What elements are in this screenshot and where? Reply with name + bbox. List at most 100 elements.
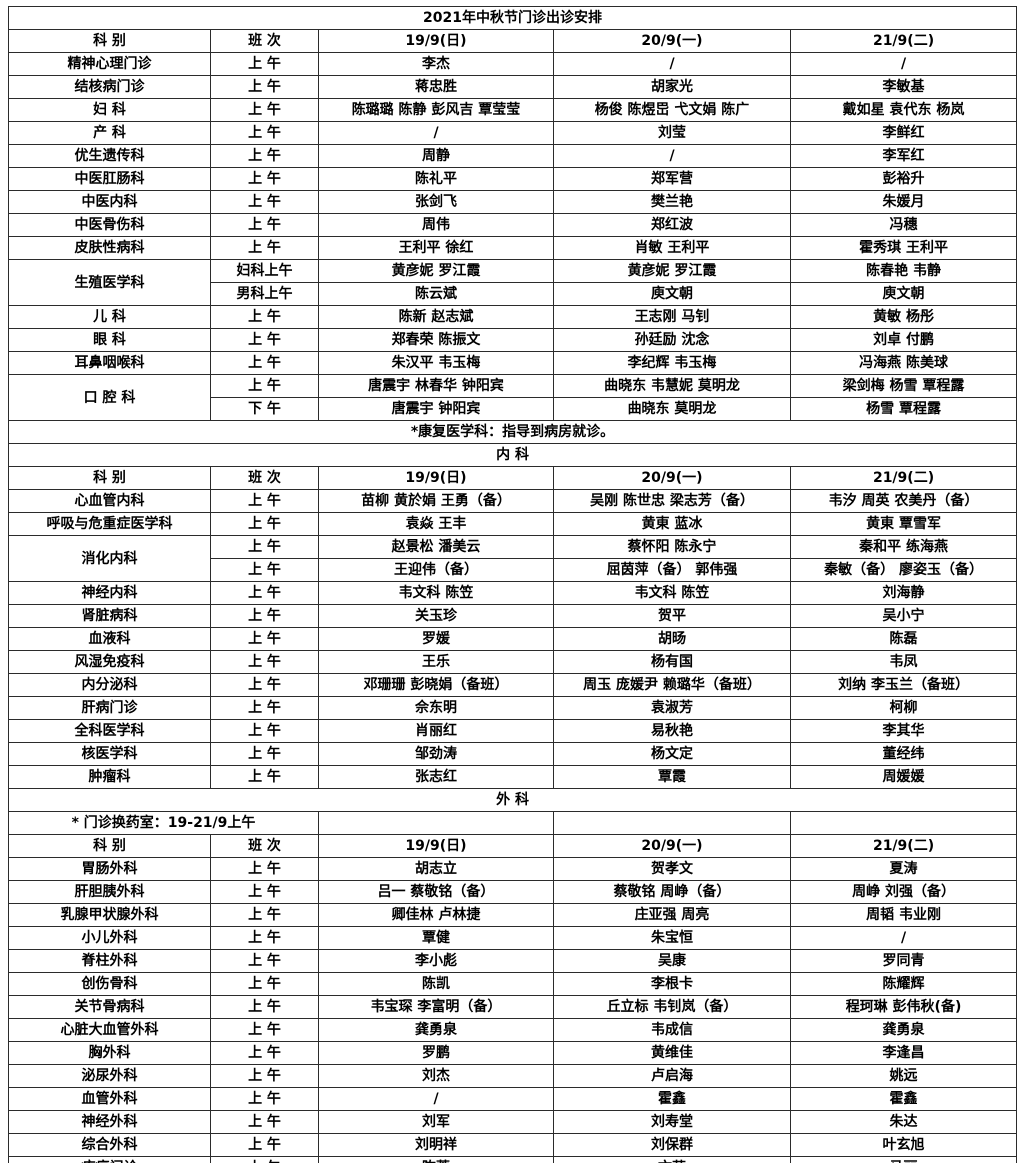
shift-label: 上 午 [210, 144, 319, 168]
shift-label: 上 午 [210, 489, 319, 513]
doctors-day-19: 张剑飞 [318, 190, 554, 214]
dept-name: 综合外科 [8, 1133, 211, 1157]
table-row: 乳腺甲状腺外科上 午卿佳林 卢林捷 庄亚强 周亮 周韬 韦业刚 [8, 903, 1018, 927]
doctors-day-21: 程珂琳 彭伟秋(备) [789, 995, 1018, 1019]
doctors-day-19: 唐震宇 钟阳宾 [318, 397, 554, 421]
shift-label: 上 午 [210, 604, 319, 628]
doctors-day-21: 李敏基 [789, 75, 1018, 99]
table-row: 妇 科上 午陈璐璐 陈静 彭风吉 覃莹莹 杨俊 陈煜岊 弋文娟 陈广 戴如星 袁代东… [8, 98, 1018, 122]
dept-name: 产 科 [8, 121, 211, 145]
header-shift: 班 次 [210, 466, 319, 490]
dept-name: 血管外科 [8, 1087, 211, 1111]
doctors-day-21: 冯海燕 陈美球 [789, 351, 1018, 375]
shift-label: 上 午 [210, 75, 319, 99]
doctors-day-20: 郑军营 [553, 167, 791, 191]
doctors-day-19: 刘军 [318, 1110, 554, 1134]
doctors-day-19: 卿佳林 卢林捷 [318, 903, 554, 927]
doctors-day-19: 邓珊珊 彭晓娟（备班） [318, 673, 554, 697]
blank-cell [318, 811, 554, 835]
dept-name: 中医肛肠科 [8, 167, 211, 191]
doctors-day-19: 李杰 [318, 52, 554, 76]
doctors-day-19: 苗柳 黄於娟 王勇（备） [318, 489, 554, 513]
doctors-day-19: 韦宝琛 李富明（备） [318, 995, 554, 1019]
doctors-day-21: / [789, 52, 1018, 76]
doctors-day-19: 胡志立 [318, 857, 554, 881]
doctors-day-21: 刘海静 [789, 581, 1018, 605]
doctors-day-20: 卢启海 [553, 1064, 791, 1088]
doctors-day-19: 覃健 [318, 926, 554, 950]
doctors-day-19: 关玉珍 [318, 604, 554, 628]
table-row: 疼痛门诊上 午陈蕙文莉马丽 [8, 1156, 1018, 1163]
doctors-day-21: 秦敏（备） 廖姿玉（备） [789, 558, 1018, 582]
table-row: 小儿外科上 午覃健 朱宝恒 / [8, 926, 1018, 950]
doctors-day-21: 秦和平 练海燕 [789, 535, 1018, 559]
doctors-day-19: 周伟 [318, 213, 554, 237]
table-row: 肾脏病科上 午关玉珍 贺平 吴小宁 [8, 604, 1018, 628]
doctors-day-19: / [318, 1087, 554, 1111]
doctors-day-20: 霍鑫 [553, 1087, 791, 1111]
shift-label: 上 午 [210, 351, 319, 375]
doctors-day-20: 胡家光 [553, 75, 791, 99]
table-row: 生殖医学科 妇科上午 黄彦妮 罗江霞 黄彦妮 罗江霞 陈春艳 韦静 [8, 259, 1018, 306]
header-day-20: 20/9(一) [553, 29, 791, 53]
dept-name: 皮肤性病科 [8, 236, 211, 260]
doctors-day-19: 蒋忠胜 [318, 75, 554, 99]
doctors-day-20: 蔡怀阳 陈永宁 [553, 535, 791, 559]
doctors-day-21: 董经纬 [789, 742, 1018, 766]
dept-name: 肿瘤科 [8, 765, 211, 789]
doctors-day-19: 佘东明 [318, 696, 554, 720]
doctors-day-21: 戴如星 袁代东 杨岚 [789, 98, 1018, 122]
header-day-21: 21/9(二) [789, 29, 1018, 53]
table-row: 皮肤性病科上 午王利平 徐红 肖敏 王利平 霍秀琪 王利平 [8, 236, 1018, 260]
dept-name: 肾脏病科 [8, 604, 211, 628]
header-day-20: 20/9(一) [553, 466, 791, 490]
shift-label: 上 午 [210, 995, 319, 1019]
table-row: 神经内科上 午韦文科 陈笠 韦文科 陈笠 刘海静 [8, 581, 1018, 605]
doctors-day-21: 杨雪 覃程露 [789, 397, 1018, 421]
doctors-day-20: 李纪辉 韦玉梅 [553, 351, 791, 375]
table-row: 内分泌科上 午邓珊珊 彭晓娟（备班） 周玉 庞媛尹 赖璐华（备班） 刘纳 李玉兰（备… [8, 673, 1018, 697]
dept-name: 血液科 [8, 627, 211, 651]
shift-label: 上 午 [210, 1064, 319, 1088]
table-row: 儿 科上 午陈新 赵志斌 王志刚 马钊 黄敏 杨彤 [8, 305, 1018, 329]
header-shift: 班 次 [210, 834, 319, 858]
table-row: 关节骨病科上 午韦宝琛 李富明（备） 丘立标 韦钊岚（备） 程珂琳 彭伟秋(备) [8, 995, 1018, 1019]
doctors-day-21: 叶玄旭 [789, 1133, 1018, 1157]
shift-label: 上 午 [210, 52, 319, 76]
doctors-day-20: 屈茵萍（备） 郭伟强 [553, 558, 791, 582]
doctors-day-19: 王迎伟（备） [318, 558, 554, 582]
dept-name: 生殖医学科 [8, 259, 211, 306]
shift-label: 上 午 [210, 328, 319, 352]
doctors-day-20: / [553, 52, 791, 76]
header-dept: 科 别 [8, 466, 211, 490]
column-header-row: 科 别班 次 19/9(日) 20/9(一) 21/9(二) [8, 466, 1018, 490]
doctors-day-21: 周韬 韦业刚 [789, 903, 1018, 927]
doctors-day-20: 李根卡 [553, 972, 791, 996]
table-row: 肝病门诊上 午佘东明 袁淑芳 柯柳 [8, 696, 1018, 720]
shift-label: 上 午 [210, 167, 319, 191]
table-row: 产 科上 午 / 刘莹 李鲜红 [8, 121, 1018, 145]
doctors-day-20: 郑红波 [553, 213, 791, 237]
doctors-day-21: 马丽 [789, 1156, 1018, 1163]
shift-label: 妇科上午 [210, 259, 319, 283]
doctors-day-21: 梁剑梅 杨雪 覃程露 [789, 374, 1018, 398]
dept-name: 内分泌科 [8, 673, 211, 697]
schedule-table-body: 2021年中秋节门诊出诊安排科 别班 次 19/9(日) 20/9(一) 21/9(二… [7, 6, 1018, 1163]
shift-label: 男科上午 [210, 282, 319, 306]
doctors-day-20: 韦成信 [553, 1018, 791, 1042]
table-row: 风湿免疫科上 午王乐 杨有国 韦凤 [8, 650, 1018, 674]
doctors-day-21: 霍秀琪 王利平 [789, 236, 1018, 260]
doctors-day-20: 易秋艳 [553, 719, 791, 743]
header-shift: 班 次 [210, 29, 319, 53]
table-row: 消化内科上 午赵景松 潘美云 蔡怀阳 陈永宁 秦和平 练海燕 [8, 535, 1018, 582]
doctors-day-20: 孙廷励 沈念 [553, 328, 791, 352]
doctors-day-19: 韦文科 陈笠 [318, 581, 554, 605]
doctors-day-20: 袁淑芳 [553, 696, 791, 720]
note-outpatient: *康复医学科：指导到病房就诊。 [7, 420, 1018, 444]
table-row: 中医内科上 午张剑飞 樊兰艳 朱媛月 [8, 190, 1018, 214]
table-row: 心血管内科上 午苗柳 黄於娟 王勇（备） 吴刚 陈世忠 梁志芳（备） 韦汐 周英 农… [8, 489, 1018, 513]
doctors-day-20: / [553, 144, 791, 168]
shift-label: 上 午 [210, 627, 319, 651]
doctors-day-20: 肖敏 王利平 [553, 236, 791, 260]
shift-label: 上 午 [210, 121, 319, 145]
